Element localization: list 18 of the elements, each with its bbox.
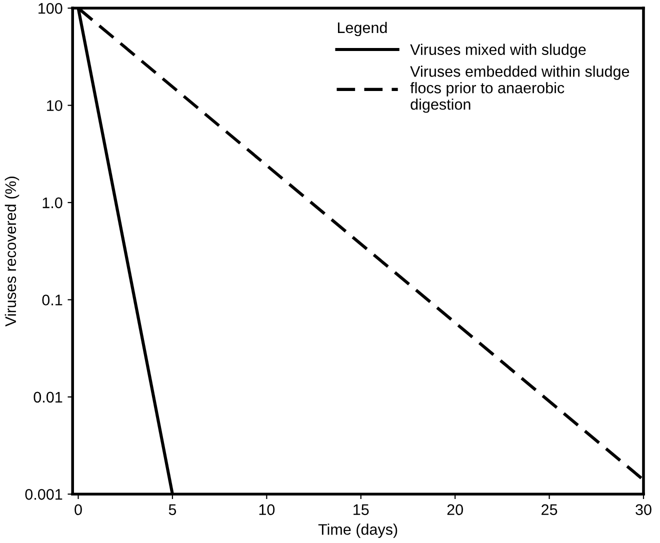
y-tick-label: 1.0 — [42, 197, 62, 208]
y-axis-title: Viruses recovered (%) — [4, 176, 20, 326]
x-tick-label: 20 — [447, 504, 463, 516]
x-tick-label: 30 — [636, 504, 652, 516]
legend-title: Legend — [338, 22, 387, 36]
y-tick-label: 0.1 — [42, 294, 62, 306]
x-axis-title: Time (days) — [318, 524, 398, 538]
y-tick-label: 0.01 — [34, 392, 62, 403]
legend-label: Viruses embedded within sludge flocs prior to anaerobic digestion — [410, 66, 630, 113]
x-tick-label: 10 — [259, 504, 275, 516]
y-tick-label: 10 — [47, 100, 62, 112]
x-tick-label: 25 — [542, 504, 558, 516]
legend-label: Viruses mixed with sludge — [410, 44, 586, 58]
y-tick-label: 0.001 — [25, 489, 62, 500]
x-tick-label: 0 — [74, 504, 82, 516]
x-tick-label: 5 — [168, 504, 176, 516]
x-tick-label: 15 — [354, 504, 369, 516]
y-tick-label: 100 — [38, 3, 62, 14]
